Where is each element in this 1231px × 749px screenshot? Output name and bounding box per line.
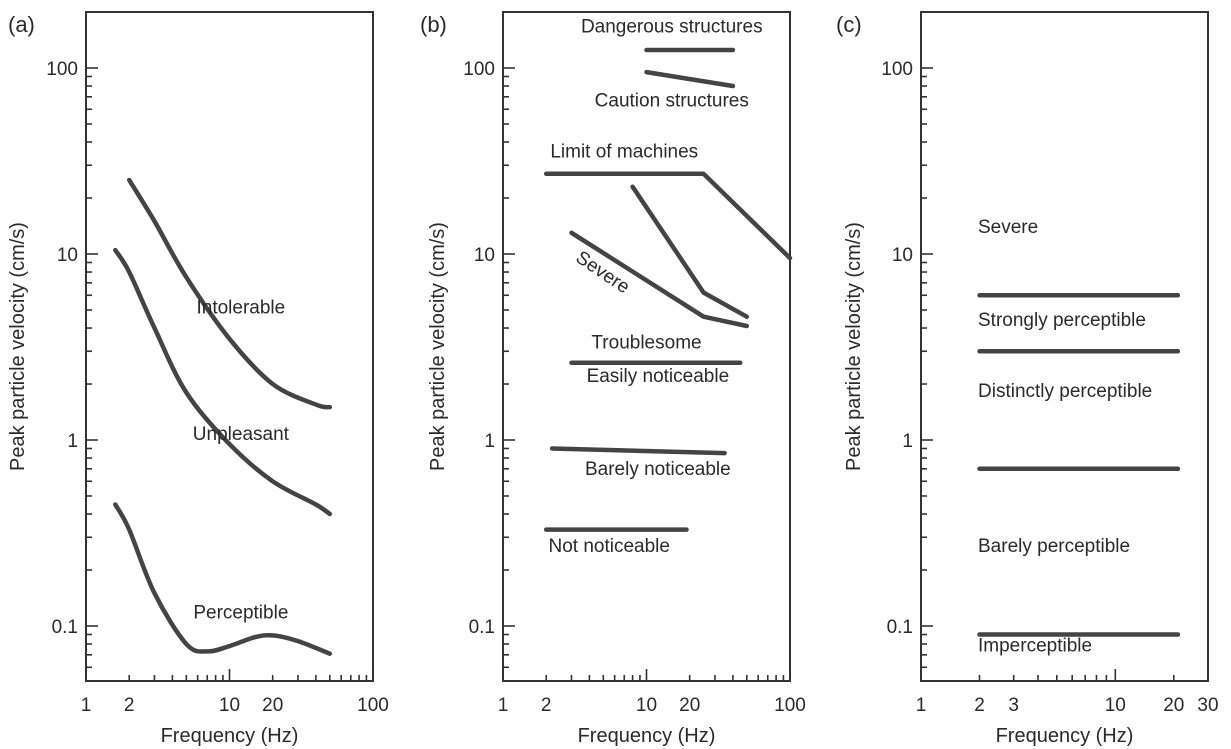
chart-b-annotation: Barely noticeable — [585, 459, 731, 480]
chart-a-y-axis-label: Peak particle velocity (cm/s) — [7, 222, 29, 471]
chart-a-plot-frame — [85, 11, 374, 682]
chart-c-annotation: Imperceptible — [978, 635, 1092, 656]
chart-a-series-line-3 — [113, 502, 333, 656]
chart-a-y-tick-label: 10 — [57, 245, 78, 266]
chart-a-series-line-2 — [113, 247, 333, 517]
chart-a-x-tick-label: 100 — [357, 695, 389, 716]
chart-b-x-axis-label: Frequency (Hz) — [578, 725, 716, 747]
chart-c-x-tick-label: 1 — [916, 695, 927, 716]
chart-b-annotation: Easily noticeable — [587, 366, 730, 387]
chart-b-y-tick-label: 1 — [484, 431, 495, 452]
chart-b-y-tick-label: 100 — [463, 59, 495, 80]
chart-b-y-tick-label: 10 — [474, 245, 495, 266]
chart-b-x-tick-label: 1 — [498, 695, 509, 716]
chart-a-x-tick-label: 10 — [219, 695, 240, 716]
chart-c-y-tick-label: 100 — [881, 59, 913, 80]
chart-c-y-tick-label: 1 — [902, 431, 913, 452]
chart-c-x-tick-label: 30 — [1197, 695, 1218, 716]
chart-a-x-tick-label: 2 — [124, 695, 135, 716]
chart-c-annotation: Severe — [978, 217, 1038, 238]
chart-a-annotation: Unpleasant — [193, 424, 290, 445]
chart-a-x-tick-label: 20 — [262, 695, 283, 716]
chart-b-series-line-2 — [644, 69, 736, 89]
chart-b-series-line-3 — [543, 171, 793, 261]
chart-b-annotation: Dangerous structures — [581, 17, 763, 38]
chart-b-x-tick-label: 10 — [636, 695, 657, 716]
chart-b-annotation: Not noticeable — [549, 536, 670, 557]
chart-a-series-line-1 — [126, 177, 333, 410]
chart-c-x-tick-label: 10 — [1105, 695, 1126, 716]
chart-a-panel-letter: (a) — [8, 12, 35, 37]
chart-a-panel: (a) 0.1 1 10 100 1 2 10 20 100 Frequency (Hz) Peak … — [7, 11, 389, 747]
chart-b-x-tick-label: 20 — [679, 695, 700, 716]
chart-a-x-axis-label: Frequency (Hz) — [161, 725, 299, 747]
chart-a-y-tick-label: 0.1 — [52, 617, 78, 638]
chart-c-x-tick-label: 2 — [974, 695, 985, 716]
chart-a-y-tick-label: 1 — [67, 431, 78, 452]
chart-b-panel: (b) 0.1 1 10 100 1 2 10 20 100 Frequency (Hz) Peak … — [420, 11, 806, 747]
chart-a-annotation: Intolerable — [196, 297, 285, 318]
chart-b-x-tick-label: 100 — [774, 695, 806, 716]
chart-c-plot-frame — [920, 11, 1209, 682]
chart-c-panel-letter: (c) — [836, 12, 862, 37]
chart-b-y-tick-label: 0.1 — [469, 617, 495, 638]
chart-a-y-tick-label: 100 — [46, 59, 78, 80]
chart-c-panel: (c) 0.1 1 10 100 1 2 3 10 20 30 Frequency (Hz) Peak … — [836, 11, 1219, 747]
chart-b-series-line-5 — [569, 230, 750, 329]
chart-b-annotation: Limit of machines — [550, 142, 698, 163]
chart-b-series-line-4 — [630, 184, 750, 319]
chart-b-series-line-7 — [549, 446, 727, 456]
chart-c-x-tick-label: 20 — [1163, 695, 1184, 716]
chart-b-x-tick-label: 2 — [541, 695, 552, 716]
chart-c-annotation: Barely perceptible — [978, 536, 1130, 557]
chart-a-x-tick-label: 1 — [81, 695, 92, 716]
chart-b-annotation: Caution structures — [595, 91, 749, 112]
chart-b-panel-letter: (b) — [420, 12, 447, 37]
chart-c-x-tick-label: 3 — [1008, 695, 1019, 716]
chart-c-annotation: Distinctly perceptible — [978, 381, 1152, 402]
chart-c-y-tick-label: 0.1 — [887, 617, 913, 638]
chart-b-y-axis-label: Peak particle velocity (cm/s) — [427, 222, 449, 471]
chart-b-annotation: Troublesome — [591, 333, 701, 354]
chart-c-annotation: Strongly perceptible — [978, 310, 1146, 331]
chart-c-x-axis-label: Frequency (Hz) — [996, 725, 1134, 747]
chart-c-y-axis-label: Peak particle velocity (cm/s) — [843, 222, 865, 471]
chart-c-y-tick-label: 10 — [892, 245, 913, 266]
chart-a-annotation: Perceptible — [193, 602, 288, 623]
